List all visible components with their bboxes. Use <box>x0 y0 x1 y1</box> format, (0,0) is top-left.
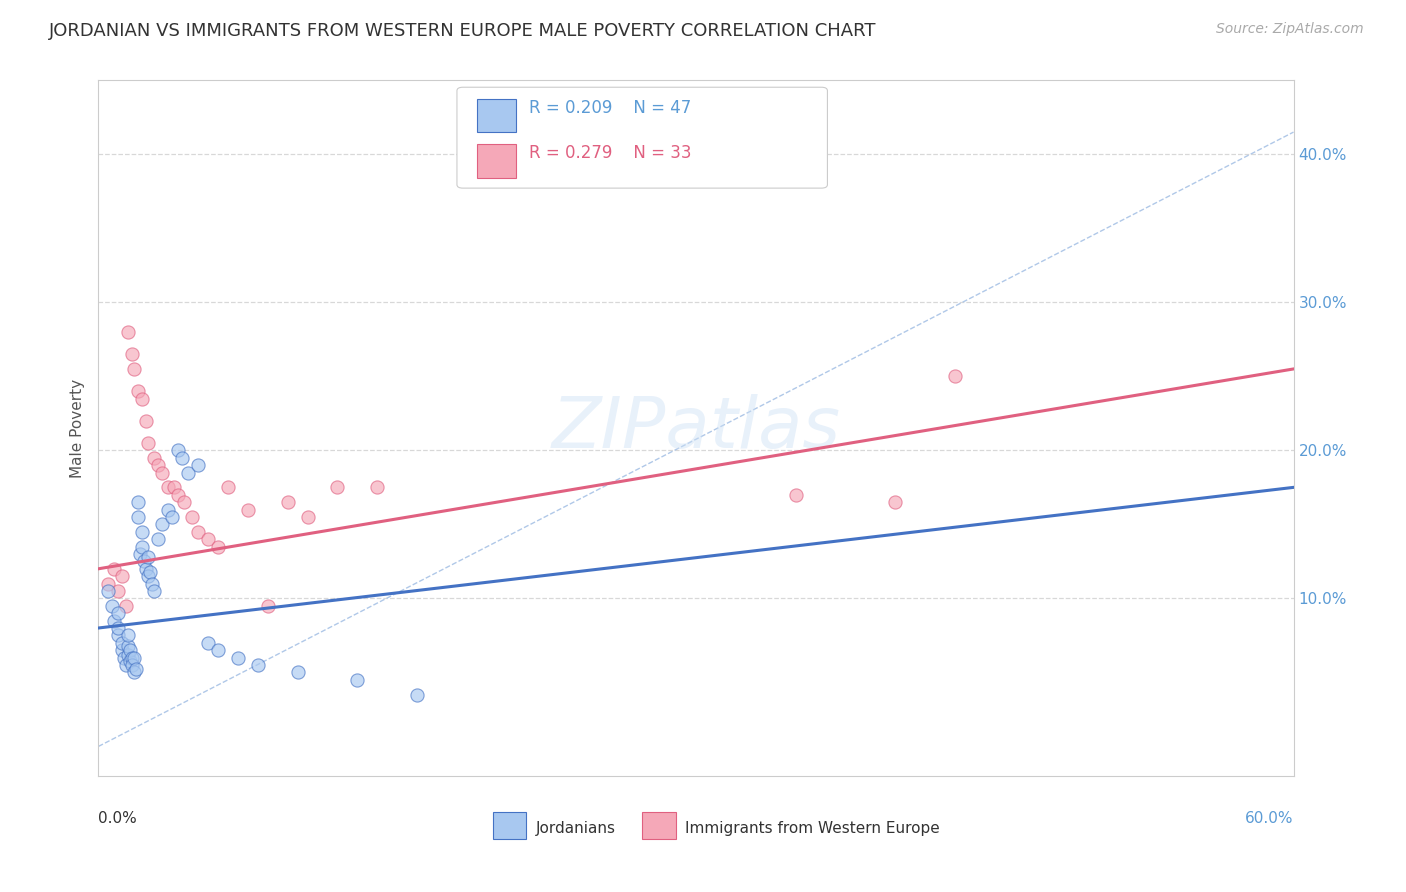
Point <box>157 502 180 516</box>
Point <box>107 606 129 620</box>
Point <box>197 636 219 650</box>
Point <box>124 665 146 680</box>
Point <box>127 384 149 399</box>
Point <box>148 532 170 546</box>
Point <box>177 466 200 480</box>
Point <box>217 480 239 494</box>
Point <box>135 562 157 576</box>
Text: ZIPatlas: ZIPatlas <box>551 393 841 463</box>
Point <box>163 480 186 494</box>
Y-axis label: Male Poverty: Male Poverty <box>69 378 84 478</box>
Point <box>121 347 143 361</box>
Point <box>148 458 170 472</box>
Point <box>117 325 139 339</box>
Point <box>326 480 349 494</box>
Point <box>172 450 194 465</box>
Point <box>120 643 142 657</box>
Point <box>111 569 134 583</box>
Point <box>277 495 299 509</box>
Bar <box>494 813 526 838</box>
Point <box>135 414 157 428</box>
Point <box>141 576 163 591</box>
Point <box>187 524 209 539</box>
Point <box>236 502 259 516</box>
Point <box>103 562 125 576</box>
Point <box>124 362 146 376</box>
FancyBboxPatch shape <box>457 87 827 188</box>
Point <box>120 654 142 668</box>
Point <box>107 628 129 642</box>
Point <box>406 688 429 702</box>
Point <box>197 532 219 546</box>
Point <box>115 599 138 613</box>
Point <box>167 443 190 458</box>
Point <box>143 584 166 599</box>
Point <box>136 436 159 450</box>
Point <box>101 599 124 613</box>
Point <box>297 510 319 524</box>
Point <box>117 648 139 662</box>
Point <box>346 673 368 687</box>
Text: Immigrants from Western Europe: Immigrants from Western Europe <box>685 821 941 836</box>
Text: 60.0%: 60.0% <box>1246 811 1294 826</box>
Point <box>136 549 159 564</box>
Point <box>117 628 139 642</box>
Point <box>160 510 183 524</box>
Point <box>111 643 134 657</box>
Point <box>136 569 159 583</box>
Point <box>97 584 120 599</box>
Point <box>112 650 135 665</box>
Bar <box>477 99 516 132</box>
Point <box>943 369 966 384</box>
Point <box>207 540 229 554</box>
Point <box>107 621 129 635</box>
Point <box>246 658 269 673</box>
Point <box>187 458 209 472</box>
Text: 0.0%: 0.0% <box>98 811 138 826</box>
Point <box>226 650 249 665</box>
Point <box>207 643 229 657</box>
Bar <box>643 813 676 838</box>
Point <box>121 650 143 665</box>
Point <box>157 480 180 494</box>
Point <box>139 565 162 579</box>
Text: Source: ZipAtlas.com: Source: ZipAtlas.com <box>1216 22 1364 37</box>
Point <box>125 663 148 677</box>
Text: R = 0.279    N = 33: R = 0.279 N = 33 <box>529 145 692 162</box>
Point <box>256 599 278 613</box>
Point <box>167 488 190 502</box>
Point <box>117 639 139 653</box>
Point <box>131 540 153 554</box>
Point <box>150 466 173 480</box>
Point <box>115 658 138 673</box>
Point <box>121 658 143 673</box>
Bar <box>477 145 516 178</box>
Point <box>143 450 166 465</box>
Text: R = 0.209    N = 47: R = 0.209 N = 47 <box>529 99 690 117</box>
Point <box>785 488 807 502</box>
Point <box>134 554 156 568</box>
Point <box>129 547 152 561</box>
Point <box>124 650 146 665</box>
Point <box>127 495 149 509</box>
Point <box>884 495 907 509</box>
Text: Jordanians: Jordanians <box>536 821 616 836</box>
Point <box>111 636 134 650</box>
Point <box>287 665 309 680</box>
Point <box>181 510 204 524</box>
Point <box>97 576 120 591</box>
Point <box>173 495 195 509</box>
Point <box>127 510 149 524</box>
Text: JORDANIAN VS IMMIGRANTS FROM WESTERN EUROPE MALE POVERTY CORRELATION CHART: JORDANIAN VS IMMIGRANTS FROM WESTERN EUR… <box>49 22 877 40</box>
Point <box>103 614 125 628</box>
Point <box>150 517 173 532</box>
Point <box>131 392 153 406</box>
Point <box>366 480 388 494</box>
Point <box>107 584 129 599</box>
Point <box>131 524 153 539</box>
